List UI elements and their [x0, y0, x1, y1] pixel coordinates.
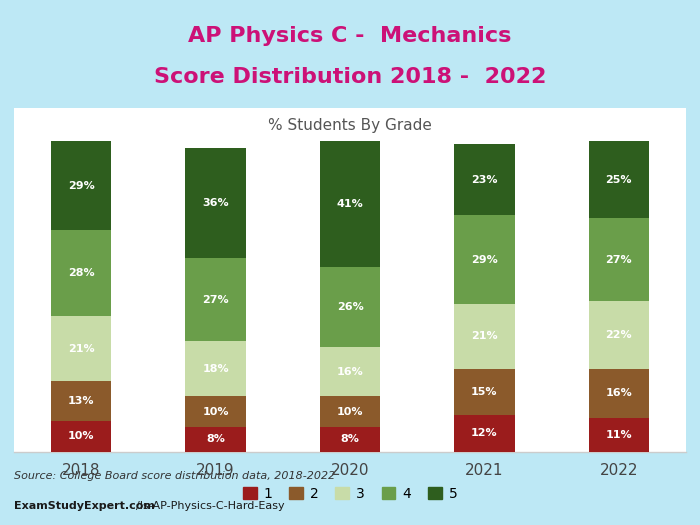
Text: 16%: 16%	[337, 366, 363, 376]
Legend: 1, 2, 3, 4, 5: 1, 2, 3, 4, 5	[237, 481, 463, 507]
Text: /Is-AP-Physics-C-Hard-Easy: /Is-AP-Physics-C-Hard-Easy	[136, 501, 285, 511]
Text: 27%: 27%	[606, 255, 632, 265]
Text: 27%: 27%	[202, 295, 229, 304]
Text: 28%: 28%	[68, 268, 95, 278]
Text: 15%: 15%	[471, 386, 498, 396]
Bar	[454, 415, 514, 452]
Text: 13%: 13%	[68, 396, 95, 406]
Text: 29%: 29%	[471, 255, 498, 265]
Bar	[320, 427, 380, 452]
Text: AP Physics C -  Mechanics: AP Physics C - Mechanics	[188, 26, 512, 46]
Text: 21%: 21%	[68, 344, 95, 354]
Text: 10%: 10%	[202, 406, 229, 416]
Text: 8%: 8%	[341, 434, 359, 444]
Text: 10%: 10%	[68, 431, 95, 441]
Bar	[589, 301, 649, 369]
Text: 18%: 18%	[202, 364, 229, 374]
Bar	[51, 317, 111, 381]
Bar	[320, 141, 380, 267]
Bar	[320, 347, 380, 396]
Bar	[186, 341, 246, 396]
Text: 25%: 25%	[606, 175, 632, 185]
Text: 23%: 23%	[471, 175, 498, 185]
Bar	[51, 230, 111, 317]
Bar	[454, 215, 514, 304]
Bar	[51, 381, 111, 421]
Text: 36%: 36%	[202, 198, 229, 208]
Bar	[51, 141, 111, 230]
Text: 41%: 41%	[337, 200, 363, 209]
Text: 12%: 12%	[471, 428, 498, 438]
Text: 26%: 26%	[337, 302, 363, 312]
Bar	[51, 421, 111, 452]
Bar	[589, 218, 649, 301]
Bar	[320, 396, 380, 427]
Text: 16%: 16%	[606, 388, 632, 398]
Bar	[186, 396, 246, 427]
Text: ExamStudyExpert.com: ExamStudyExpert.com	[14, 501, 155, 511]
Bar	[589, 141, 649, 218]
Bar	[320, 267, 380, 347]
Text: 29%: 29%	[68, 181, 95, 191]
Text: % Students By Grade: % Students By Grade	[268, 118, 432, 133]
Text: 10%: 10%	[337, 406, 363, 416]
Text: Source: College Board score distribution data, 2018-2022: Source: College Board score distribution…	[14, 471, 335, 481]
Bar	[454, 144, 514, 215]
Text: 8%: 8%	[206, 434, 225, 444]
Text: 11%: 11%	[606, 429, 632, 439]
Bar	[589, 369, 649, 418]
Bar	[589, 418, 649, 452]
Bar	[454, 304, 514, 369]
Bar	[186, 427, 246, 452]
Bar	[186, 258, 246, 341]
Text: 22%: 22%	[606, 330, 632, 340]
Bar	[454, 369, 514, 415]
Bar	[186, 148, 246, 258]
Text: 21%: 21%	[471, 331, 498, 341]
Text: Score Distribution 2018 -  2022: Score Distribution 2018 - 2022	[154, 67, 546, 87]
